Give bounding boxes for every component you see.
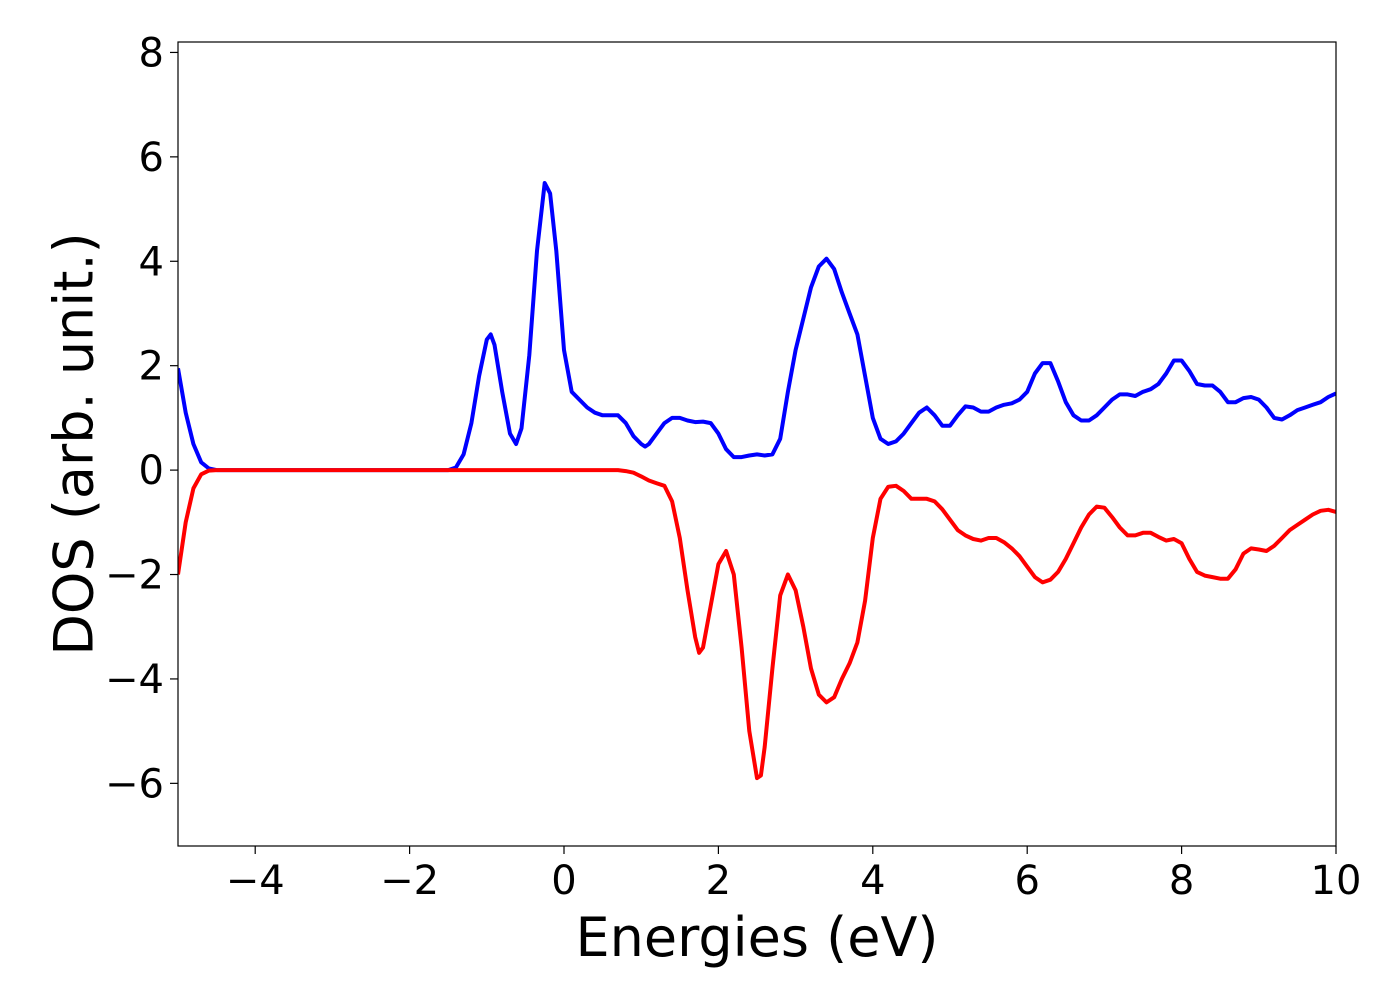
x-tick-label: −4 <box>226 858 285 904</box>
series-line-1 <box>178 181 1336 473</box>
ticks-layer: −4 −2 0 2 4 6 8 10 −6 −4 −2 0 2 4 6 8 <box>105 30 1361 904</box>
series-line-2 <box>178 468 1336 781</box>
x-tick-label: 2 <box>706 858 731 904</box>
y-tick-label: 4 <box>139 239 164 285</box>
y-tick-label: −2 <box>105 553 164 599</box>
x-tick-label: 0 <box>551 858 576 904</box>
x-tick-label: 6 <box>1014 858 1039 904</box>
y-tick-label: 8 <box>139 30 164 76</box>
x-axis-label: Energies (eV) <box>576 906 939 969</box>
y-axis-label: DOS (arb. unit.) <box>43 232 106 655</box>
y-tick-label: 2 <box>139 344 164 390</box>
x-tick-label: −2 <box>380 858 439 904</box>
y-tick-label: −6 <box>105 761 164 807</box>
y-tick-label: 6 <box>139 135 164 181</box>
series-layer <box>178 181 1336 781</box>
x-tick-label: 4 <box>860 858 885 904</box>
x-tick-label: 8 <box>1169 858 1194 904</box>
plot-frame <box>177 41 1337 847</box>
x-tick-label: 10 <box>1311 858 1362 904</box>
y-tick-label: 0 <box>139 448 164 494</box>
y-tick-label: −4 <box>105 657 164 703</box>
